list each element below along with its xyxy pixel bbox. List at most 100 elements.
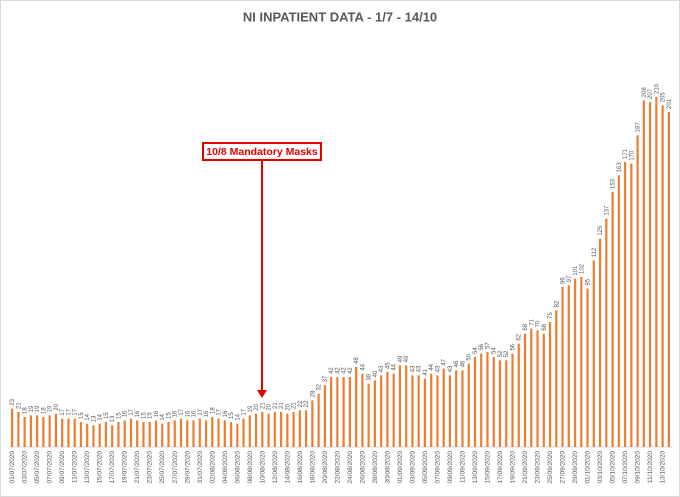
bar xyxy=(254,413,258,447)
value-label: 15 xyxy=(229,412,235,419)
x-tick-label: 09/10/2020 xyxy=(635,451,642,484)
value-label: 57 xyxy=(485,342,491,349)
bar xyxy=(473,357,477,447)
bar xyxy=(655,97,658,447)
bar xyxy=(586,288,589,447)
value-label: 20 xyxy=(54,403,60,410)
x-tick-label: 14/08/2020 xyxy=(284,451,291,484)
bar xyxy=(605,218,608,447)
bar xyxy=(355,367,358,447)
value-label: 22 xyxy=(298,400,304,407)
bar xyxy=(54,413,58,447)
x-tick-label: 30/08/2020 xyxy=(384,451,391,484)
value-label: 32 xyxy=(317,383,323,390)
value-label: 19 xyxy=(248,405,254,412)
x-tick-label: 19/09/2020 xyxy=(510,451,517,484)
x-tick-label: 09/09/2020 xyxy=(447,451,454,484)
value-label: 18 xyxy=(210,407,216,414)
value-label: 210 xyxy=(654,83,660,94)
bar xyxy=(380,375,383,447)
x-tick-label: 12/08/2020 xyxy=(272,451,279,484)
bar xyxy=(292,412,295,447)
bar xyxy=(348,377,351,447)
bar xyxy=(217,418,220,447)
value-label: 70 xyxy=(536,320,542,327)
bar xyxy=(336,377,339,447)
x-tick-label: 21/07/2020 xyxy=(134,451,141,484)
bar xyxy=(192,420,195,447)
value-label: 17 xyxy=(60,408,66,415)
bar xyxy=(86,423,89,447)
value-label: 42 xyxy=(348,367,354,374)
value-label: 208 xyxy=(642,87,648,98)
value-label: 18 xyxy=(23,407,29,414)
value-label: 52 xyxy=(498,350,504,357)
x-tick-label: 22/08/2020 xyxy=(334,451,341,484)
x-tick-label: 20/08/2020 xyxy=(322,451,329,484)
bar xyxy=(104,422,108,447)
bar xyxy=(223,420,226,447)
x-tick-label: 03/10/2020 xyxy=(597,451,604,484)
bar xyxy=(398,365,402,447)
x-tick-label: 08/08/2020 xyxy=(247,451,254,484)
value-label: 17 xyxy=(73,408,79,415)
value-label: 13 xyxy=(91,415,97,422)
bar xyxy=(17,412,20,447)
bar xyxy=(661,105,664,447)
x-tick-label: 04/08/2020 xyxy=(222,451,229,484)
x-tick-label: 24/08/2020 xyxy=(347,451,354,484)
x-tick-label: 15/07/2020 xyxy=(97,451,104,484)
x-tick-label: 13/10/2020 xyxy=(660,451,667,484)
bar xyxy=(548,322,552,447)
value-label: 68 xyxy=(542,323,548,330)
value-label: 28 xyxy=(310,390,316,397)
bar xyxy=(204,420,208,447)
bar xyxy=(373,380,377,447)
value-label: 43 xyxy=(379,365,385,372)
value-label: 43 xyxy=(448,365,454,372)
x-tick-label: 18/08/2020 xyxy=(309,451,316,484)
value-label: 49 xyxy=(404,355,410,362)
x-tick-label: 11/10/2020 xyxy=(647,451,654,483)
bar xyxy=(73,418,76,447)
x-tick-label: 06/08/2020 xyxy=(234,451,241,484)
bar xyxy=(530,328,533,447)
value-label: 38 xyxy=(367,373,373,380)
value-label: 16 xyxy=(173,410,179,417)
x-tick-label: 31/07/2020 xyxy=(197,451,204,484)
x-tick-label: 11/09/2020 xyxy=(459,451,466,483)
value-label: 16 xyxy=(185,410,191,417)
value-label: 17 xyxy=(198,408,204,415)
bar xyxy=(536,330,539,447)
x-tick-label: 25/09/2020 xyxy=(547,451,554,484)
value-label: 23 xyxy=(10,398,16,405)
bar xyxy=(386,372,389,447)
bar xyxy=(430,373,433,447)
bar xyxy=(298,410,301,447)
value-label: 37 xyxy=(323,375,329,382)
bar xyxy=(523,333,527,447)
bar xyxy=(561,287,564,447)
value-label: 42 xyxy=(342,367,348,374)
value-label: 21 xyxy=(273,402,279,409)
bar xyxy=(311,400,314,447)
value-label: 21 xyxy=(292,402,298,409)
value-label: 40 xyxy=(373,370,379,377)
bar xyxy=(580,277,583,447)
bar xyxy=(405,365,408,447)
value-label: 21 xyxy=(16,402,22,409)
bar xyxy=(480,353,483,447)
value-label: 163 xyxy=(617,162,623,173)
bar xyxy=(92,425,95,447)
x-tick-label: 01/09/2020 xyxy=(397,451,404,484)
value-label: 44 xyxy=(360,363,366,370)
bar xyxy=(617,175,620,448)
bar xyxy=(117,422,120,447)
value-label: 13 xyxy=(110,415,116,422)
x-tick-label: 15/09/2020 xyxy=(484,451,491,484)
annotation: 10/8 Mandatory Masks xyxy=(202,142,322,398)
value-label: 101 xyxy=(573,265,579,276)
value-label: 15 xyxy=(116,412,122,419)
x-tick-label: 29/09/2020 xyxy=(572,451,579,484)
value-label: 43 xyxy=(435,365,441,372)
